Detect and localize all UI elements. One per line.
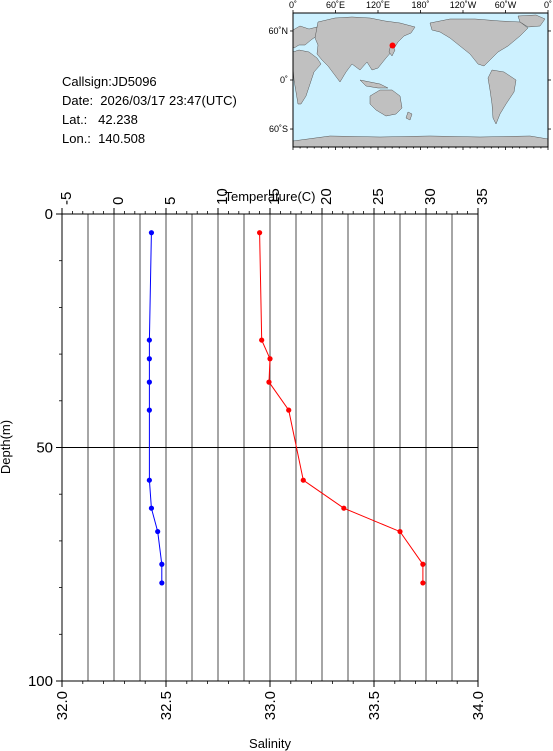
- map-lat-label: 60˚N: [268, 26, 288, 36]
- date-text: Date: 2026/03/17 23:47(UTC): [62, 93, 237, 108]
- series-layer: [146, 230, 426, 586]
- temperature-profile-line: [259, 232, 424, 583]
- africa-land: [292, 49, 322, 105]
- temperature-tick-label: 35: [474, 188, 491, 205]
- temperature-tick-labels: -5 0 5 10 15 20 25 30 35: [58, 188, 491, 205]
- map-lon-label: 60˚E: [326, 0, 345, 10]
- temperature-data-point: [341, 505, 347, 511]
- salinity-profile-line: [148, 232, 163, 583]
- latitude-text: Lat.: 42.238: [62, 112, 138, 127]
- map-latitude-labels: 60˚N 0˚ 60˚S: [268, 26, 288, 134]
- temperature-tick-label: 20: [318, 188, 335, 205]
- salinity-tick-label: 32.5: [158, 691, 175, 720]
- world-map: 0˚ 60˚E 120˚E 180˚ 120˚W 60˚W 0˚ 60˚N 0˚ 60˚S: [268, 0, 552, 150]
- temperature-tick-label: 5: [162, 197, 179, 205]
- axis-ticks: [56, 208, 479, 687]
- new-zealand-land: [405, 111, 413, 121]
- asia-land: [314, 16, 416, 83]
- greenland-land: [517, 14, 546, 28]
- antarctica-land: [292, 135, 549, 148]
- longitude-text: Lon.: 140.508: [62, 131, 146, 146]
- depth-tick-label: 0: [45, 206, 53, 223]
- map-lon-label: 120˚E: [366, 0, 390, 10]
- temperature-tick-label: 30: [422, 188, 439, 205]
- depth-tick-label: 50: [36, 440, 53, 457]
- station-marker: [389, 42, 396, 49]
- temperature-data-point: [267, 356, 273, 362]
- temperature-data-point: [257, 230, 263, 236]
- map-lon-label: 120˚W: [450, 0, 477, 10]
- temperature-data-point: [300, 477, 306, 483]
- europe-land: [292, 25, 319, 49]
- map-lat-label: 60˚S: [269, 124, 288, 134]
- temperature-data-point: [420, 580, 426, 586]
- temperature-axis-title: Temperature(C): [224, 189, 315, 204]
- salinity-data-point: [146, 356, 152, 362]
- north-america-land: [429, 18, 529, 67]
- salinity-data-point: [146, 407, 152, 413]
- temperature-data-point: [266, 379, 272, 385]
- station-info: Callsign:JD5096 Date: 2026/03/17 23:47(U…: [62, 72, 237, 148]
- salinity-data-point: [146, 477, 152, 483]
- temperature-tick-label: -5: [58, 192, 75, 205]
- salinity-tick-label: 33.0: [262, 691, 279, 720]
- temperature-data-point: [420, 561, 426, 567]
- map-lon-label: 180˚: [411, 0, 429, 10]
- salinity-tick-labels: 32.0 32.5 33.0 33.5 34.0: [54, 691, 487, 720]
- temperature-tick-label: 15: [266, 188, 283, 205]
- salinity-data-point: [146, 337, 152, 343]
- salinity-data-point: [148, 230, 155, 236]
- map-ticks: [290, 10, 551, 150]
- temperature-data-point: [259, 337, 265, 343]
- salinity-axis-title: Salinity: [249, 736, 291, 751]
- map-lon-label: 60˚W: [495, 0, 517, 10]
- map-landmasses: [292, 14, 549, 148]
- depth-tick-label: 100: [28, 673, 53, 690]
- salinity-data-point: [155, 528, 161, 535]
- map-lon-label: 0˚: [544, 0, 552, 10]
- salinity-tick-label: 33.5: [366, 691, 383, 720]
- salinity-data-point: [159, 561, 165, 567]
- temperature-tick-label: 25: [370, 188, 387, 205]
- temperature-tick-label: 10: [214, 188, 231, 205]
- map-lat-label: 0˚: [280, 75, 288, 85]
- salinity-tick-label: 32.0: [54, 691, 71, 720]
- depth-axis-title: Depth(m): [0, 420, 13, 474]
- map-longitude-labels: 0˚ 60˚E 120˚E 180˚ 120˚W 60˚W 0˚: [289, 0, 552, 10]
- chart-grid: [62, 214, 478, 681]
- indonesia-land: [359, 79, 389, 89]
- australia-land: [369, 89, 403, 117]
- south-america-land: [487, 69, 517, 125]
- map-lon-label: 0˚: [289, 0, 297, 10]
- salinity-data-point: [159, 580, 165, 586]
- salinity-data-point: [148, 505, 155, 511]
- temperature-data-point: [397, 528, 403, 535]
- temperature-tick-label: 0: [110, 197, 127, 205]
- depth-tick-labels: 0 50 100: [28, 206, 53, 690]
- callsign-text: Callsign:JD5096: [62, 74, 157, 89]
- salinity-data-point: [146, 379, 152, 385]
- salinity-tick-label: 34.0: [470, 691, 487, 720]
- temperature-data-point: [286, 407, 292, 413]
